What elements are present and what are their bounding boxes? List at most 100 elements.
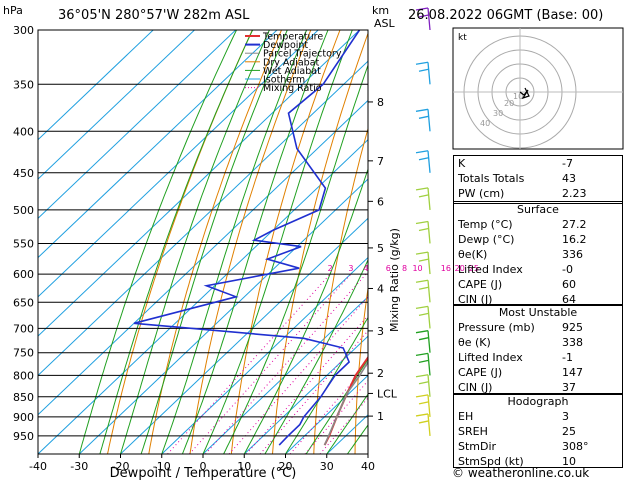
mu-row: Lifted Index -1: [458, 351, 573, 364]
hodograph-ring-label: 20: [504, 99, 514, 108]
datetime-title: 26.08.2022 06GMT (Base: 00): [408, 8, 603, 23]
wind-barb-flag: [418, 312, 429, 317]
km-tick-label: 2: [377, 367, 384, 380]
hodograph-trace: [519, 87, 530, 100]
most-unstable-box: Most Unstable Pressure (mb) 925 θe (K) 338…: [453, 304, 623, 395]
wet-adiabat-line: [78, 30, 237, 454]
index-row: K -7: [458, 157, 573, 170]
mixing-ratio-label: 4: [364, 264, 369, 273]
km-tick-label: 7: [377, 155, 384, 168]
isotherm-line: [38, 30, 278, 259]
hodograph-ring-label: 30: [493, 109, 503, 118]
pressure-tick-label: 650: [13, 296, 34, 309]
mixing-ratio-line: [167, 273, 331, 454]
legend-entry: Dewpoint: [263, 40, 308, 51]
hodo-row: StmSpd (kt) 10: [458, 455, 576, 468]
mixing-ratio-line: [304, 379, 368, 454]
pressure-tick-label: 450: [13, 167, 34, 180]
legend-entry: Isotherm: [263, 75, 305, 86]
wind-barb: [427, 413, 431, 436]
wind-barb-flag: [418, 359, 429, 364]
wind-barb-flag: [415, 305, 429, 310]
wind-barb-flag: [415, 7, 429, 11]
wet-adiabat-line: [120, 30, 270, 454]
wind-barb-flag: [415, 220, 429, 225]
surface-row: Temp (°C) 27.2: [458, 218, 587, 231]
wind-barb-flag: [415, 279, 429, 283]
hodograph-ring-label: 10: [513, 92, 523, 101]
x-tick-label: -20: [112, 460, 130, 473]
km-tick-label: 1: [377, 410, 384, 423]
wind-barb-flag: [415, 413, 429, 417]
mixing-ratio-label: 3: [348, 264, 353, 273]
pressure-tick-label: 900: [13, 411, 34, 424]
x-tick-label: 10: [237, 460, 251, 473]
pressure-tick-label: 300: [13, 24, 34, 37]
mixing-ratio-line: [205, 273, 367, 454]
legend-entry: Mixing Ratio: [263, 83, 322, 94]
wind-barb: [427, 374, 431, 397]
wet-adiabat-line: [305, 358, 368, 454]
profile-series: [133, 30, 368, 446]
wind-barb: [427, 7, 431, 31]
indices-box: K -7 Totals Totals 43 PW (cm) 2.23: [453, 155, 623, 204]
x-tick-label: 20: [279, 460, 293, 473]
wet-adiabat-line: [326, 393, 368, 454]
mu-row: CIN (J) 37: [458, 381, 576, 394]
km-tick-label: 4: [377, 282, 384, 295]
most-unstable-title: Most Unstable: [498, 306, 578, 319]
wind-barb-flag: [415, 150, 429, 154]
wind-barb-flag: [418, 68, 429, 72]
mu-row: CAPE (J) 147: [458, 366, 583, 379]
hodograph-table-title: Hodograph: [507, 395, 569, 408]
hodograph-table-box: Hodograph EH 3 SREH 25 StmDir 308° StmSpd (…: [453, 393, 623, 468]
wind-barb-flag: [415, 352, 429, 357]
isotherm-line: [38, 30, 154, 141]
surface-row: θe(K) 336: [458, 248, 583, 261]
wind-barb-flag: [415, 394, 429, 398]
legend-entry: Dry Adiabat: [263, 57, 320, 68]
surface-title: Surface: [517, 203, 559, 216]
isotherm-line: [38, 30, 237, 219]
credit-link[interactable]: © weatheronline.co.uk: [452, 466, 590, 480]
wind-barb: [427, 252, 431, 275]
asl-label: ASL: [374, 17, 396, 30]
wind-barb-flag: [418, 157, 429, 161]
wind-barb-flag: [415, 187, 429, 191]
x-tick-label: -40: [29, 460, 47, 473]
pressure-tick-label: 850: [13, 391, 34, 404]
isotherm-line: [38, 99, 368, 416]
wind-barbs: [415, 7, 431, 436]
mixing-ratio-line: [189, 273, 352, 454]
mixing-ratio-label: 16: [441, 264, 451, 273]
km-tick-label: 8: [377, 96, 384, 109]
wind-barb-flag: [415, 108, 429, 112]
wet-adiabat-line: [285, 316, 368, 454]
dry-adiabat-line: [107, 30, 253, 454]
wind-barb: [427, 306, 431, 329]
pressure-tick-label: 600: [13, 268, 34, 281]
surface-box: Surface Temp (°C) 27.2 Dewp (°C) 16.2 θe(K…: [453, 201, 623, 306]
isotherm-line: [38, 30, 360, 337]
mu-row: Pressure (mb) 925: [458, 321, 583, 334]
mu-row: θe (K) 338: [458, 336, 583, 349]
wind-barb-flag: [415, 330, 429, 334]
wind-barb-flag: [418, 401, 429, 405]
wind-barb-flag: [418, 14, 429, 18]
isotherm-line: [38, 30, 319, 298]
pressure-tick-label: 800: [13, 369, 34, 382]
wind-barb-flag: [418, 258, 429, 262]
x-tick-label: -30: [70, 460, 88, 473]
km-tick-label: LCL: [377, 387, 398, 400]
hodograph-ring-label: 40: [480, 119, 490, 128]
wind-barb: [427, 62, 431, 85]
isotherm-line: [202, 296, 368, 454]
isotherm-line: [38, 139, 368, 454]
index-row: Totals Totals 43: [458, 172, 576, 185]
pressure-tick-label: 350: [13, 78, 34, 91]
km-label: km: [372, 4, 389, 17]
wind-barb: [427, 187, 431, 210]
mixing-ratio-label: 2: [328, 264, 333, 273]
